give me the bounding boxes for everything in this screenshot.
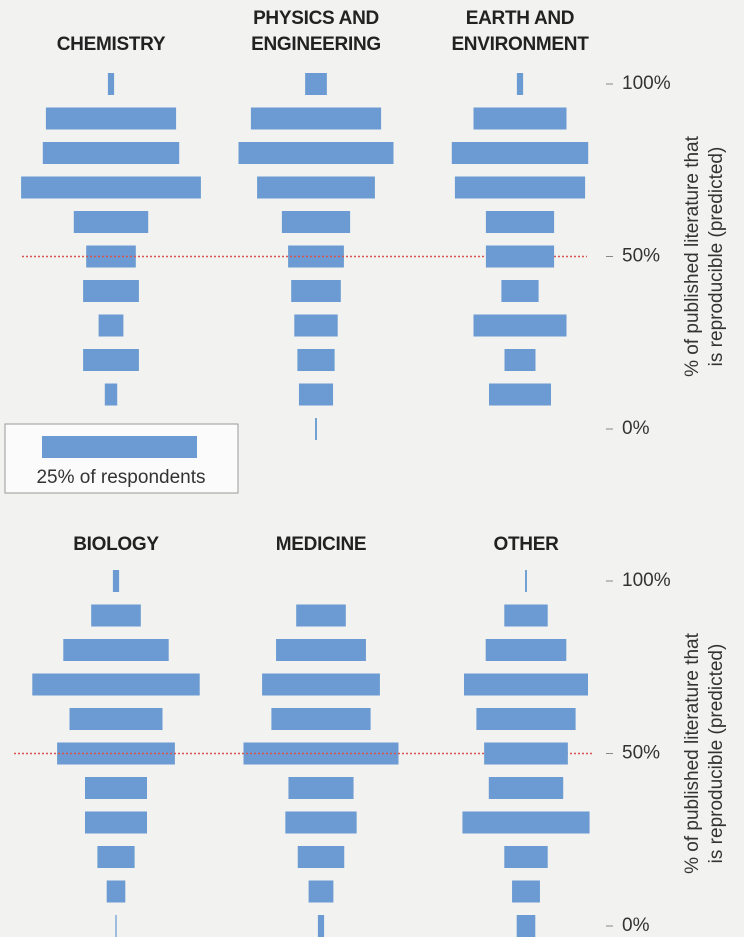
- bar: [308, 880, 334, 903]
- bar: [257, 176, 375, 199]
- panel-title: PHYSICS AND ENGINEERING: [251, 8, 381, 55]
- bar: [454, 176, 586, 199]
- bar: [21, 176, 201, 199]
- bar: [85, 811, 147, 834]
- bar: [315, 418, 317, 440]
- bar: [243, 742, 399, 765]
- bar: [317, 915, 325, 937]
- bar: [91, 604, 141, 627]
- bar: [488, 777, 564, 799]
- bar: [504, 604, 548, 627]
- bar: [297, 846, 345, 868]
- y-tick-label: 100%: [622, 73, 671, 94]
- bar: [462, 811, 590, 834]
- panel-title: OTHER: [493, 534, 559, 555]
- bar: [271, 708, 371, 730]
- bar: [473, 107, 567, 130]
- bar: [73, 211, 149, 233]
- panel-title: BIOLOGY: [73, 534, 159, 555]
- bar: [63, 639, 169, 661]
- bar: [32, 673, 200, 696]
- bar: [298, 383, 334, 406]
- y-axis-label-line: % of published literature that: [682, 632, 703, 874]
- y-tick-label: 50%: [622, 246, 660, 267]
- bar: [85, 777, 147, 799]
- bar: [288, 777, 354, 799]
- panel-title: CHEMISTRY: [56, 34, 166, 55]
- bar: [473, 314, 567, 337]
- panel-title: EARTH AND ENVIRONMENT: [451, 8, 589, 55]
- bar: [489, 383, 551, 406]
- bar: [297, 349, 335, 371]
- bar: [516, 73, 524, 95]
- bar: [83, 280, 139, 302]
- bar: [294, 314, 338, 337]
- bar: [98, 314, 124, 337]
- bar: [305, 73, 327, 95]
- bar: [104, 383, 118, 406]
- y-tick-label: 0%: [622, 418, 650, 439]
- bar: [238, 142, 394, 164]
- bar: [276, 639, 366, 661]
- bar: [112, 570, 120, 592]
- y-axis-label-line: is reproducible (predicted): [706, 644, 727, 864]
- bar: [106, 880, 126, 903]
- bar: [516, 915, 536, 937]
- bar: [296, 604, 346, 627]
- y-axis-label-line: % of published literature that: [682, 135, 703, 377]
- bar: [45, 107, 177, 130]
- bar: [484, 742, 568, 765]
- bar: [501, 280, 539, 302]
- bar: [525, 570, 527, 592]
- y-tick-label: 100%: [622, 570, 671, 591]
- legend-label: 25% of respondents: [36, 467, 205, 488]
- y-tick-label: 0%: [622, 915, 650, 936]
- y-tick-label: 50%: [622, 743, 660, 764]
- bar: [512, 880, 540, 903]
- y-axis-label: % of published literature that is reprodu…: [682, 632, 727, 874]
- bar: [485, 245, 555, 268]
- bar: [504, 349, 536, 371]
- bar: [97, 846, 135, 868]
- bar: [485, 639, 567, 661]
- panel-title: MEDICINE: [275, 534, 367, 555]
- y-axis-label: % of published literature that is reprodu…: [682, 135, 727, 377]
- bar: [250, 107, 382, 130]
- bar: [42, 142, 180, 164]
- bar: [451, 142, 589, 164]
- bar: [464, 673, 588, 696]
- bar: [262, 673, 380, 696]
- legend-bar: [42, 436, 197, 458]
- bar: [285, 811, 357, 834]
- legend-box: [4, 423, 239, 494]
- bar: [485, 211, 555, 233]
- bar: [107, 73, 115, 95]
- y-axis-label-line: is reproducible (predicted): [706, 147, 727, 367]
- bar: [476, 708, 576, 730]
- bar: [291, 280, 341, 302]
- bar: [115, 915, 117, 937]
- bar: [281, 211, 351, 233]
- bar: [504, 846, 548, 868]
- bar: [83, 349, 139, 371]
- bar: [69, 708, 163, 730]
